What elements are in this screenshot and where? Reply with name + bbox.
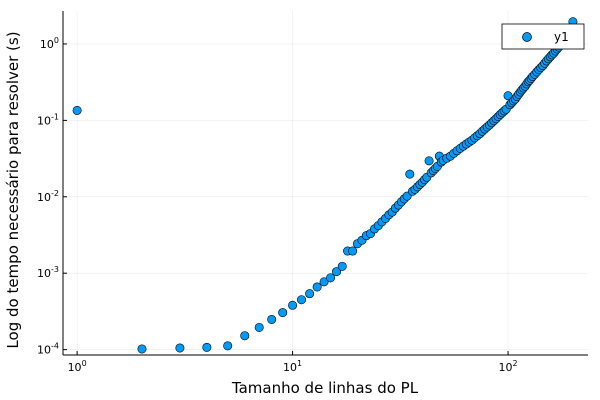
data-point-0-34 bbox=[405, 169, 415, 179]
grid-lines bbox=[63, 11, 588, 355]
data-point-0-4 bbox=[223, 341, 233, 351]
y-axis-label: Log do tempo necessário para resolver (s… bbox=[4, 31, 22, 348]
data-point-0-2 bbox=[175, 343, 185, 353]
legend-label: y1 bbox=[554, 30, 569, 44]
legend-box bbox=[501, 23, 585, 50]
data-point-0-0 bbox=[72, 105, 82, 115]
axes bbox=[62, 11, 588, 356]
x-tick-label-0: 100 bbox=[68, 359, 87, 374]
y-tick-label-2: 10-2 bbox=[37, 189, 59, 204]
data-point-0-9 bbox=[288, 300, 298, 310]
data-point-0-7 bbox=[267, 314, 277, 324]
y-tick-label-0: 10-4 bbox=[37, 342, 59, 357]
data-point-0-1 bbox=[137, 344, 147, 354]
data-point-0-6 bbox=[254, 322, 264, 332]
data-point-0-8 bbox=[278, 308, 288, 318]
x-axis-label: Tamanho de linhas do PL bbox=[231, 379, 419, 397]
data-point-0-10 bbox=[296, 295, 306, 305]
data-point-0-5 bbox=[240, 331, 250, 341]
tick-labels: 100 101 102 10-4 10-3 10-2 10-1 100 bbox=[37, 36, 518, 374]
x-tick-label-2: 102 bbox=[499, 359, 518, 374]
data-point-0-12 bbox=[312, 282, 322, 292]
data-point-0-13 bbox=[319, 277, 329, 287]
legend: y1 bbox=[501, 23, 585, 50]
data-point-0-14 bbox=[326, 273, 336, 283]
x-tick-label-1: 101 bbox=[283, 359, 302, 374]
data-point-0-15 bbox=[332, 267, 342, 277]
data-points bbox=[72, 17, 578, 354]
data-point-0-3 bbox=[202, 342, 212, 352]
legend-marker bbox=[522, 32, 532, 42]
y-tick-label-4: 100 bbox=[40, 36, 59, 51]
data-point-0-11 bbox=[305, 289, 315, 299]
data-point-0-42 bbox=[424, 156, 434, 166]
data-point-0-18 bbox=[348, 246, 358, 256]
y-tick-label-3: 10-1 bbox=[37, 112, 59, 127]
data-point-0-16 bbox=[337, 261, 347, 271]
y-tick-label-1: 10-3 bbox=[37, 265, 59, 280]
